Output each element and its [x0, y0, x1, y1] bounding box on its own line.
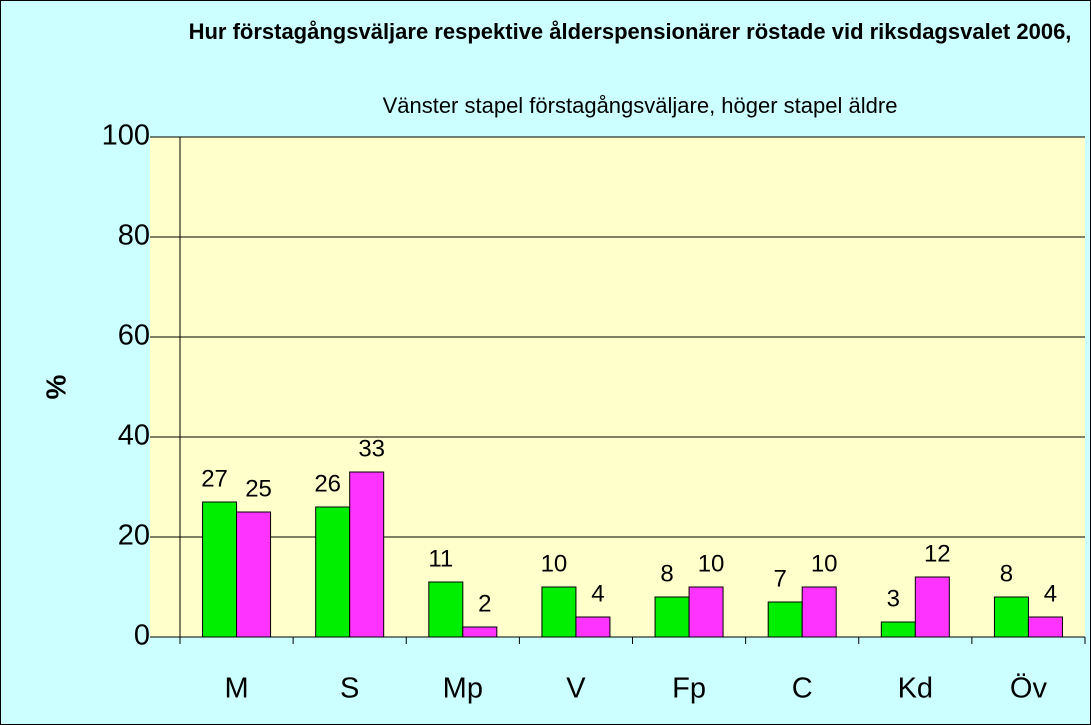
bar — [767, 601, 803, 638]
bar — [462, 626, 498, 638]
data-label: 2 — [478, 590, 491, 617]
x-tick-label: Mp — [443, 673, 483, 705]
bar — [1027, 616, 1063, 638]
y-tick-label: 60 — [118, 320, 150, 352]
bar — [880, 621, 916, 638]
bar — [202, 501, 238, 638]
y-tick-label: 20 — [118, 520, 150, 552]
data-label: 7 — [774, 565, 787, 592]
data-label: 4 — [591, 580, 604, 607]
data-label: 10 — [811, 550, 838, 577]
data-label: 12 — [924, 540, 951, 567]
x-tick-label: C — [792, 673, 813, 705]
x-tick-label: S — [340, 673, 359, 705]
bar — [575, 616, 611, 638]
x-tick-label: M — [224, 673, 248, 705]
bar — [654, 596, 690, 638]
bar — [236, 511, 272, 638]
data-label: 10 — [541, 550, 568, 577]
title-box: Hur förstagångsväljare respektive ålders… — [188, 19, 1072, 44]
y-tick-label: 0 — [134, 620, 150, 652]
bar — [993, 596, 1029, 638]
data-label: 8 — [1000, 560, 1013, 587]
x-tick-label: Fp — [672, 673, 706, 705]
data-label: 10 — [698, 550, 725, 577]
data-label: 8 — [660, 560, 673, 587]
data-label: 4 — [1044, 580, 1057, 607]
bar — [428, 581, 464, 638]
bar — [315, 506, 351, 638]
x-tick-label: Kd — [898, 673, 933, 705]
data-label: 11 — [428, 545, 453, 572]
data-label: 27 — [201, 465, 228, 492]
y-tick-label: 40 — [118, 420, 150, 452]
chart-subtitle: Vänster stapel förstagångsväljare, höger… — [383, 93, 898, 118]
data-label: 26 — [314, 470, 341, 497]
y-axis-label: % — [40, 374, 71, 399]
bar — [801, 586, 837, 638]
y-tick-label: 80 — [118, 220, 150, 252]
x-tick-label: Öv — [1010, 673, 1048, 705]
data-label: 3 — [887, 585, 900, 612]
x-tick-label: V — [566, 673, 586, 705]
bar — [914, 576, 950, 638]
plot-area — [150, 137, 1085, 637]
chart-title: Hur förstagångsväljare respektive ålders… — [188, 19, 1072, 44]
data-label: 33 — [358, 435, 385, 462]
bar — [688, 586, 724, 638]
data-label: 25 — [245, 475, 272, 502]
bar — [541, 586, 577, 638]
y-tick-label: 100 — [102, 120, 150, 152]
bar — [349, 471, 385, 638]
